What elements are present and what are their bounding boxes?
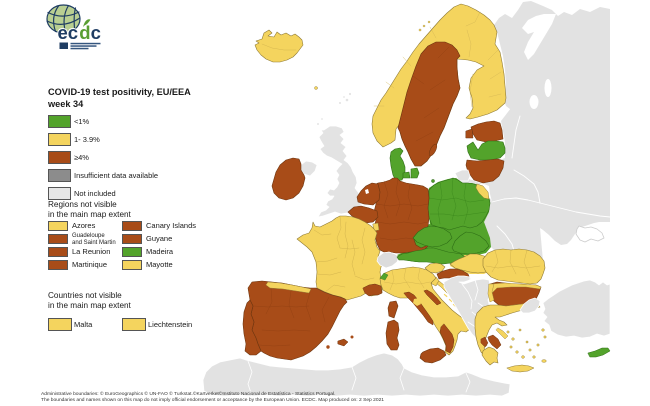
- svg-text:c: c: [91, 22, 101, 43]
- svg-text:d: d: [79, 22, 90, 43]
- svg-text:ec: ec: [58, 22, 79, 43]
